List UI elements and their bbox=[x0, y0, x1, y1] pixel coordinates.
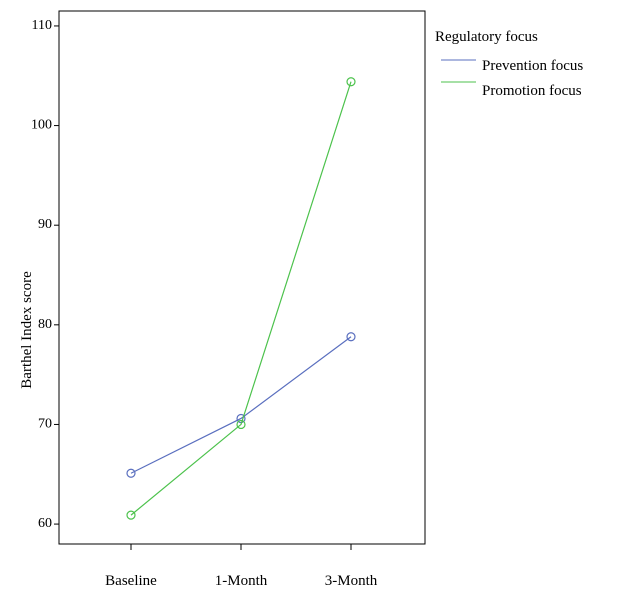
data-point bbox=[346, 77, 356, 87]
x-tick-label: 3-Month bbox=[325, 573, 378, 589]
y-tick-label: 80 bbox=[38, 317, 52, 332]
series-layer bbox=[126, 77, 356, 520]
x-axis: Baseline 1-Month 3-Month bbox=[105, 544, 378, 589]
series-prevention-focus bbox=[126, 332, 356, 478]
y-tick-label: 90 bbox=[38, 217, 52, 232]
series-promotion-focus bbox=[126, 77, 356, 520]
y-tick-label: 110 bbox=[32, 18, 52, 33]
series-line bbox=[130, 81, 352, 516]
y-tick-label: 100 bbox=[31, 118, 52, 133]
y-axis-title: Barthel Index score bbox=[19, 271, 35, 389]
data-point bbox=[236, 419, 246, 430]
y-axis: 60 70 80 90 100 110 bbox=[31, 18, 59, 531]
x-tick-label: 1-Month bbox=[215, 573, 268, 589]
data-point bbox=[126, 510, 136, 520]
legend-label-promotion: Promotion focus bbox=[482, 83, 582, 99]
plot-frame bbox=[58, 10, 426, 545]
data-point bbox=[236, 413, 246, 424]
data-point bbox=[346, 332, 356, 342]
y-tick-label: 70 bbox=[38, 416, 52, 431]
legend-label-prevention: Prevention focus bbox=[482, 58, 583, 74]
legend: Regulatory focus Prevention focus Promot… bbox=[435, 29, 583, 99]
data-point bbox=[126, 468, 136, 478]
y-tick-label: 60 bbox=[38, 516, 52, 531]
series-line bbox=[130, 336, 352, 474]
x-tick-label: Baseline bbox=[105, 573, 157, 589]
legend-title: Regulatory focus bbox=[435, 29, 538, 45]
